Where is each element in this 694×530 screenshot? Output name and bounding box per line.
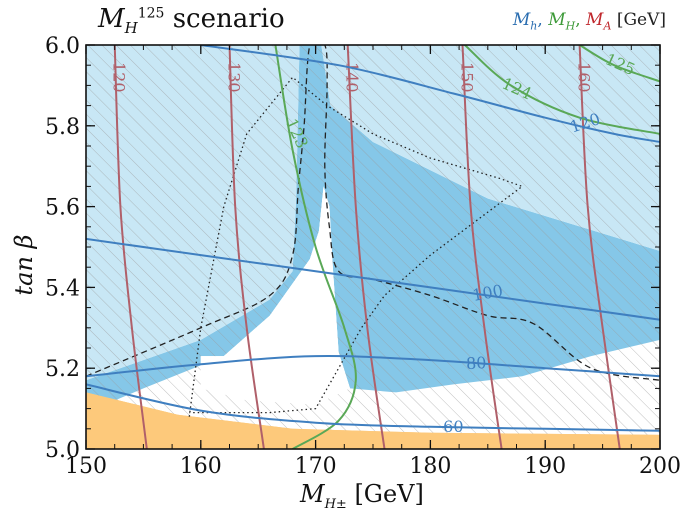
- x-tick-label-160: 160: [180, 454, 222, 479]
- x-tick-label-150: 150: [65, 454, 107, 479]
- legend-mH: MH: [548, 10, 576, 33]
- x-tick-label-190: 190: [524, 454, 566, 479]
- mH-contour-124: [464, 45, 660, 135]
- mA-contour-120: [113, 45, 148, 449]
- x-tick-label-180: 180: [409, 454, 451, 479]
- mh-contour-60: [86, 383, 660, 432]
- mh-contour-80: [86, 354, 660, 378]
- chart-title: MH125 scenario: [98, 4, 285, 38]
- mA-contour-140: [346, 45, 386, 449]
- dotted-boundary: [188, 76, 524, 417]
- region-allowed-clean: [200, 186, 350, 405]
- y-tick-label-5.0: 5.0: [45, 438, 80, 463]
- mA-contour-130: [228, 45, 265, 449]
- y-axis-label: tan β: [10, 234, 38, 296]
- mA-label-130: 130: [224, 62, 243, 93]
- region-orange-top: [86, 392, 660, 449]
- legend-unit: [GeV]: [616, 10, 666, 30]
- mH-contour-125: [579, 45, 660, 83]
- mH-contour-123: [274, 45, 357, 449]
- hatch-overlay: [86, 45, 660, 449]
- x-axis-label: MH± [GeV]: [300, 480, 424, 512]
- legend-mh: Mh: [512, 10, 538, 33]
- mA-label-120: 120: [110, 62, 129, 93]
- x-tick-label-170: 170: [295, 454, 337, 479]
- y-tick-label-5.4: 5.4: [45, 276, 80, 301]
- y-tick-label-6.0: 6.0: [45, 34, 80, 59]
- y-tick-label-5.2: 5.2: [45, 357, 80, 382]
- mh-label-80: 80: [466, 353, 487, 373]
- y-tick-label-5.8: 5.8: [45, 115, 80, 140]
- mh-contour-100: [86, 237, 660, 321]
- mA-label-160: 160: [575, 62, 594, 93]
- legend-mA: MA: [586, 10, 612, 33]
- mA-contour-150: [461, 45, 503, 449]
- x-tick-label-200: 200: [639, 454, 681, 479]
- dashed-boundary: [86, 45, 660, 381]
- mA-contour-160: [578, 45, 621, 449]
- legend: Mh, MH, MA [GeV]: [512, 10, 666, 33]
- mh-contour-120: [200, 45, 660, 143]
- mh-label-60: 60: [443, 417, 463, 436]
- mA-label-150: 150: [457, 62, 476, 93]
- y-tick-label-5.6: 5.6: [45, 196, 80, 221]
